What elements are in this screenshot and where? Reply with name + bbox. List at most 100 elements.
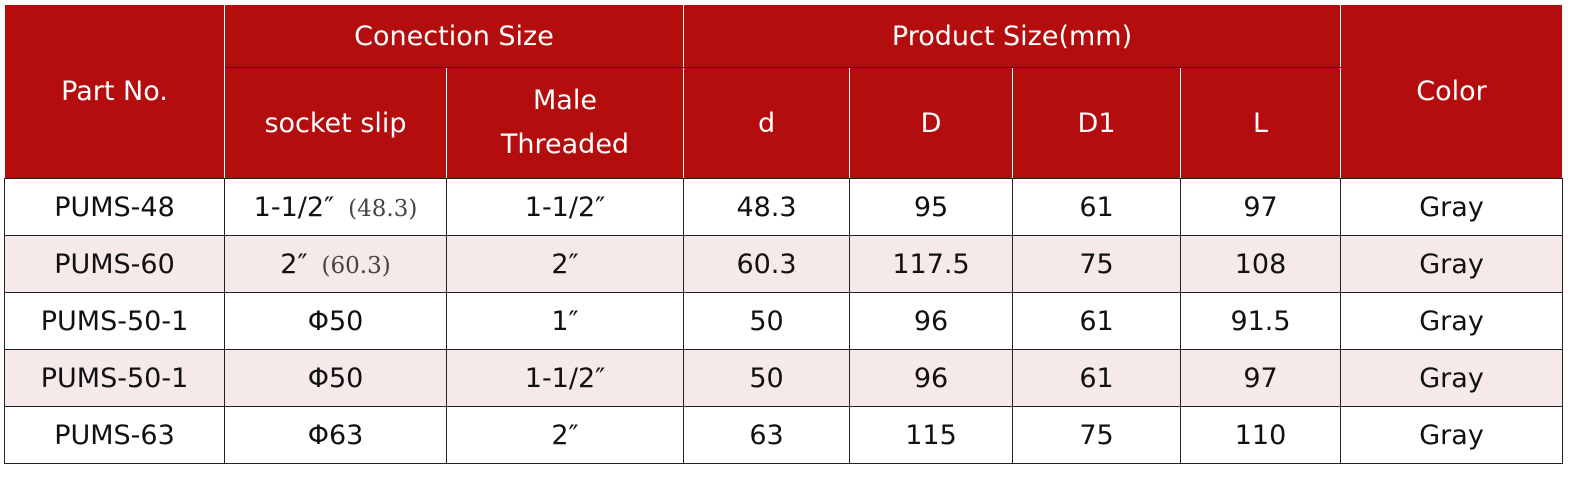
cell-text: 1″ <box>551 305 579 337</box>
cell-text: 117.5 <box>892 248 970 280</box>
cell-text: 96 <box>913 305 949 337</box>
header-cell: D <box>849 67 1014 179</box>
table-cell: Gray <box>1340 406 1564 464</box>
header-cell: d <box>683 67 851 179</box>
table-cell: 75 <box>1012 235 1182 293</box>
cell-note: (60.3) <box>321 252 391 279</box>
table-cell: Φ50 <box>224 349 447 407</box>
header-text: Part No. <box>61 76 168 107</box>
table-cell: 96 <box>849 292 1014 350</box>
table-row: PUMS-63 Φ63 2″ 63 115 75 110 Gray <box>4 406 1564 464</box>
table-cell: 96 <box>849 349 1014 407</box>
table-cell: PUMS-50-1 <box>4 292 225 350</box>
cell-text: 115 <box>905 419 957 451</box>
header-text: socket slip <box>264 107 407 139</box>
table-cell: 97 <box>1180 178 1342 236</box>
header-text: D1 <box>1077 107 1116 139</box>
cell-text: PUMS-60 <box>54 248 175 280</box>
table-cell: 117.5 <box>849 235 1014 293</box>
cell-text: 1-1/2″ <box>524 191 606 223</box>
cell-text: 50 <box>749 305 784 337</box>
table-cell: Gray <box>1340 349 1564 407</box>
cell-text: Φ50 <box>307 362 364 394</box>
cell-text: 61 <box>1079 362 1114 394</box>
table-cell: 1-1/2″ <box>445 349 685 407</box>
table-cell: PUMS-63 <box>4 406 225 464</box>
table-cell: 61 <box>1012 292 1182 350</box>
header-cell: Part No. <box>4 4 225 179</box>
cell-text: 63 <box>749 419 784 451</box>
table-row: PUMS-50-1 Φ50 1″ 50 96 61 91.5 Gray <box>4 292 1564 350</box>
table-cell: 60.3 <box>683 235 851 293</box>
cell-text: 96 <box>913 362 949 394</box>
cell-text: 61 <box>1079 305 1114 337</box>
cell-text: 50 <box>749 362 784 394</box>
cell-text: 110 <box>1234 419 1287 451</box>
cell-text: PUMS-50-1 <box>40 305 189 337</box>
cell-text: Φ50 <box>307 305 364 337</box>
header-text: Color <box>1416 76 1487 107</box>
table-cell: 108 <box>1180 235 1342 293</box>
cell-text: Φ63 <box>307 419 364 451</box>
cell-text: 2″ <box>551 419 579 451</box>
cell-text: Gray <box>1419 362 1484 394</box>
table-cell: 50 <box>683 292 851 350</box>
table-cell: 2″ (60.3) <box>224 235 447 293</box>
cell-text: 1-1/2″ <box>253 191 335 223</box>
cell-text: 1-1/2″ <box>524 362 606 394</box>
cell-text: 2″ <box>280 248 308 280</box>
table-cell: 63 <box>683 406 851 464</box>
table-cell: 61 <box>1012 178 1182 236</box>
table-cell: 61 <box>1012 349 1182 407</box>
cell-text: 2″ <box>551 248 579 280</box>
header-text: D <box>920 107 942 139</box>
cell-text: 95 <box>913 191 949 223</box>
table-row: PUMS-48 1-1/2″ (48.3) 1-1/2″ 48.3 95 61 97 Gray <box>4 178 1564 236</box>
cell-text: 91.5 <box>1230 305 1291 337</box>
table-cell: PUMS-50-1 <box>4 349 225 407</box>
cell-text: 108 <box>1234 248 1287 280</box>
table-cell: 2″ <box>445 406 685 464</box>
table-cell: Gray <box>1340 292 1564 350</box>
cell-text: PUMS-50-1 <box>40 362 189 394</box>
table-cell: 2″ <box>445 235 685 293</box>
header-cell: L <box>1180 67 1342 179</box>
header-cell: Color <box>1340 4 1564 179</box>
table-cell: Φ63 <box>224 406 447 464</box>
table-cell: Gray <box>1340 235 1564 293</box>
header-cell: Product Size(mm) <box>683 4 1342 68</box>
cell-text: 75 <box>1079 419 1114 451</box>
table-row: PUMS-60 2″ (60.3) 2″ 60.3 117.5 75 108 Gray <box>4 235 1564 293</box>
cell-note: (48.3) <box>348 195 418 222</box>
table-cell: 75 <box>1012 406 1182 464</box>
table-cell: 1-1/2″ <box>445 178 685 236</box>
cell-text: Gray <box>1419 305 1484 337</box>
cell-text: PUMS-48 <box>54 191 175 223</box>
cell-text: PUMS-63 <box>54 419 175 451</box>
table-cell: PUMS-60 <box>4 235 225 293</box>
table-cell: 115 <box>849 406 1014 464</box>
table-row: PUMS-50-1 Φ50 1-1/2″ 50 96 61 97 Gray <box>4 349 1564 407</box>
cell-text: 61 <box>1079 191 1114 223</box>
table-cell: PUMS-48 <box>4 178 225 236</box>
header-text: d <box>757 107 776 139</box>
table-cell: 1-1/2″ (48.3) <box>224 178 447 236</box>
table-cell: 97 <box>1180 349 1342 407</box>
table-cell: 110 <box>1180 406 1342 464</box>
header-text: Conection Size <box>354 20 554 52</box>
header-text: L <box>1253 107 1269 139</box>
table-body: PUMS-48 1-1/2″ (48.3) 1-1/2″ 48.3 95 61 97 Gray P… <box>4 178 1564 464</box>
cell-text: 97 <box>1243 362 1278 394</box>
cell-text: 97 <box>1243 191 1278 223</box>
table-cell: 48.3 <box>683 178 851 236</box>
table-cell: 91.5 <box>1180 292 1342 350</box>
table-cell: 1″ <box>445 292 685 350</box>
cell-text: Gray <box>1419 419 1484 451</box>
header-cell: D1 <box>1012 67 1182 179</box>
header-cell: socket slip <box>224 67 447 179</box>
table-cell: 50 <box>683 349 851 407</box>
table-cell: 95 <box>849 178 1014 236</box>
table-cell: Gray <box>1340 178 1564 236</box>
cell-text: Gray <box>1419 191 1484 223</box>
